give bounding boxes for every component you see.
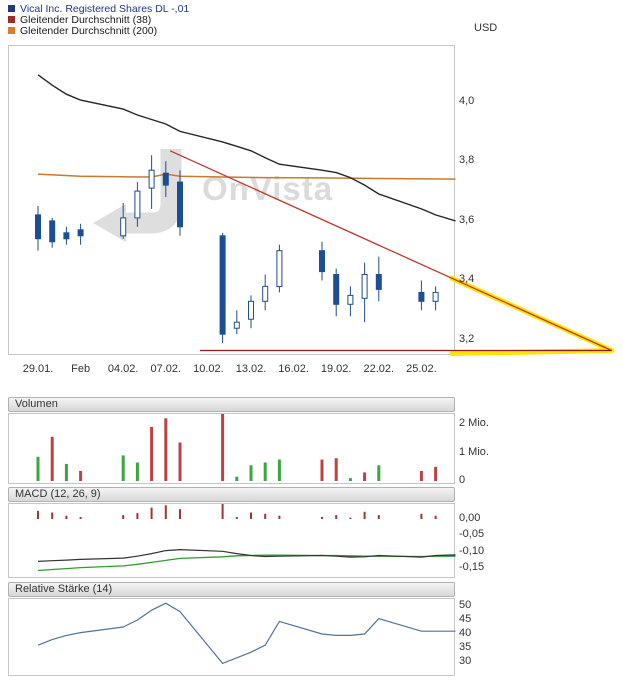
rsi-panel-title: Relative Stärke (14): [15, 583, 113, 595]
date-axis-tick: 13.02.: [235, 363, 267, 375]
legend-item-price: Vical Inc. Registered Shares DL -,01: [8, 2, 190, 15]
legend-item-ma38: Gleitender Durchschnitt (38): [8, 13, 189, 26]
volume-panel-title: Volumen: [15, 398, 58, 410]
volume-axis-tick: 1 Mio.: [459, 445, 489, 458]
watermark-text: OnVista: [202, 170, 334, 207]
rsi-axis-tick: 40: [459, 627, 472, 639]
date-axis-tick: 22.02.: [363, 363, 395, 375]
date-axis-tick: 16.02.: [278, 363, 309, 375]
macd-panel-header: MACD (12, 26, 9): [8, 487, 455, 502]
date-axis-tick: 10.02.: [193, 363, 224, 375]
volume-axis-tick: 0: [459, 474, 466, 486]
chart-legend: Vical Inc. Registered Shares DL -,01 Gle…: [8, 2, 190, 37]
price-axis-tick: 4,0: [459, 94, 475, 107]
volume-panel-header: Volumen: [8, 397, 455, 412]
rsi-panel-header: Relative Stärke (14): [8, 582, 455, 597]
ma200-series-swatch: [8, 27, 15, 34]
date-axis-tick: 19.02.: [320, 363, 352, 375]
legend-item-ma200: Gleitender Durchschnitt (200): [8, 24, 189, 37]
rsi-axis-tick: 50: [459, 599, 472, 611]
price-axis-tick: 3,8: [459, 154, 475, 167]
macd-axis-tick: 0,00: [459, 512, 481, 524]
date-axis-tick: 29.01.: [22, 363, 54, 375]
rsi-chart-area[interactable]: [8, 598, 455, 676]
price-axis-tick: 3,2: [459, 333, 475, 346]
macd-axis-tick: -0,15: [459, 560, 485, 573]
macd-chart-area[interactable]: [8, 503, 455, 578]
date-axis-tick: 25.02.: [406, 363, 437, 375]
price-axis-tick: 3,4: [459, 273, 475, 286]
currency-label: USD: [474, 22, 498, 34]
price-series-label: Vical Inc. Registered Shares DL -,01: [20, 2, 190, 15]
ma38-series-label: Gleitender Durchschnitt (38): [20, 13, 152, 26]
price-series-swatch: [8, 5, 15, 12]
date-axis-tick: Feb: [71, 363, 91, 375]
volume-chart-area[interactable]: [8, 413, 455, 484]
date-axis-tick: 07.02.: [150, 363, 182, 375]
price-axis-tick: 3,6: [459, 213, 475, 226]
macd-axis-tick: -0,05: [459, 528, 485, 541]
ma38-series-swatch: [8, 16, 15, 23]
rsi-axis-tick: 45: [459, 613, 472, 625]
date-axis-tick: 04.02.: [107, 363, 139, 375]
macd-axis-tick: -0,10: [459, 544, 485, 557]
rsi-axis-tick: 35: [459, 641, 472, 653]
ma200-series-label: Gleitender Durchschnitt (200): [20, 24, 158, 37]
rsi-axis-tick: 30: [459, 655, 472, 667]
volume-axis-tick: 2 Mio.: [459, 417, 489, 429]
macd-panel-title: MACD (12, 26, 9): [15, 488, 101, 500]
